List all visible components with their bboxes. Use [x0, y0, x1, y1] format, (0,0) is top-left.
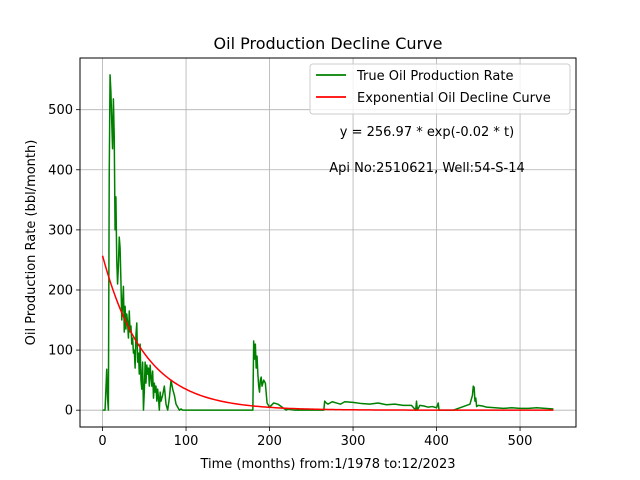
legend-label-exponential-fit: Exponential Oil Decline Curve	[357, 91, 551, 106]
y-axis-label: Oil Production Rate (bbl/month)	[24, 140, 39, 346]
y-tick-label: 100	[48, 344, 73, 359]
y-tick-label: 500	[48, 103, 73, 118]
x-tick-label: 0	[98, 434, 106, 449]
x-tick-label: 300	[341, 434, 366, 449]
x-tick-label: 200	[257, 434, 282, 449]
x-tick-label: 400	[424, 434, 449, 449]
grid-lines	[80, 58, 576, 427]
y-tick-label: 300	[48, 223, 73, 238]
chart-title: Oil Production Decline Curve	[214, 34, 443, 53]
exponential-decline-curve-line	[101, 255, 554, 411]
legend-box	[309, 63, 571, 115]
x-tick-label: 100	[174, 434, 199, 449]
y-tick-label: 400	[48, 163, 73, 178]
well-info-annotation: Api No:2510621, Well:54-S-14	[329, 161, 525, 176]
fit-equation-annotation: y = 256.97 * exp(-0.02 * t)	[340, 125, 514, 140]
axes-frame	[79, 57, 577, 428]
plot-lines	[101, 74, 554, 411]
axis-ticks: 0 100 200 300 400 500 0 100 200 300 400 500	[48, 103, 532, 449]
y-tick-label: 0	[65, 404, 73, 419]
legend: True Oil Production Rate Exponential Oil…	[309, 63, 571, 115]
x-axis-label: Time (months) from:1/1978 to:12/2023	[199, 457, 455, 472]
x-tick-label: 500	[508, 434, 533, 449]
true-production-rate-line	[102, 74, 554, 411]
y-tick-label: 200	[48, 283, 73, 298]
legend-label-true-rate: True Oil Production Rate	[356, 69, 513, 84]
